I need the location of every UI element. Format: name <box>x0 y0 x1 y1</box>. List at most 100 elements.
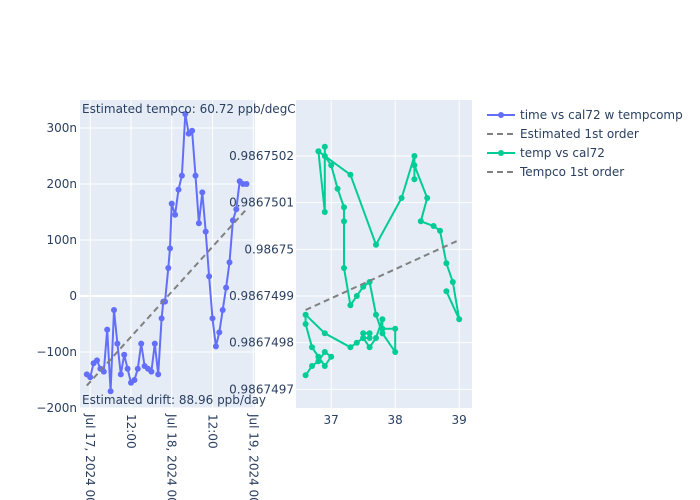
data-point-temp-vs-cal72[interactable] <box>373 311 379 318</box>
data-point-time-vs-cal72-w-tempcomp[interactable] <box>111 307 117 313</box>
data-point-temp-vs-cal72[interactable] <box>315 148 322 155</box>
data-point-time-vs-cal72-w-tempcomp[interactable] <box>168 200 175 207</box>
x-tick-label: 38 <box>388 413 403 427</box>
data-point-temp-vs-cal72[interactable] <box>411 153 418 159</box>
data-point-time-vs-cal72-w-tempcomp[interactable] <box>155 371 162 378</box>
data-point-time-vs-cal72-w-tempcomp[interactable] <box>212 343 219 350</box>
data-point-temp-vs-cal72[interactable] <box>360 330 367 337</box>
data-point-temp-vs-cal72[interactable] <box>443 260 450 267</box>
data-point-time-vs-cal72-w-tempcomp[interactable] <box>189 127 196 134</box>
legend-item-temp-vs-cal72[interactable]: temp vs cal72 <box>487 146 605 160</box>
data-point-temp-vs-cal72[interactable] <box>366 330 373 337</box>
legend-label: temp vs cal72 <box>520 146 605 160</box>
data-point-time-vs-cal72-w-tempcomp[interactable] <box>87 374 94 381</box>
data-point-time-vs-cal72-w-tempcomp[interactable] <box>165 265 172 271</box>
data-point-time-vs-cal72-w-tempcomp[interactable] <box>94 357 100 364</box>
data-point-temp-vs-cal72[interactable] <box>379 316 386 323</box>
data-point-temp-vs-cal72[interactable] <box>341 265 347 271</box>
data-point-temp-vs-cal72[interactable] <box>379 330 386 337</box>
data-point-time-vs-cal72-w-tempcomp[interactable] <box>104 326 111 333</box>
data-point-time-vs-cal72-w-tempcomp[interactable] <box>100 368 107 375</box>
data-point-time-vs-cal72-w-tempcomp[interactable] <box>172 211 179 218</box>
data-point-time-vs-cal72-w-tempcomp[interactable] <box>219 307 226 313</box>
data-point-temp-vs-cal72[interactable] <box>347 171 354 178</box>
legend-label: time vs cal72 w tempcomp <box>520 108 683 122</box>
data-point-time-vs-cal72-w-tempcomp[interactable] <box>243 181 250 187</box>
data-point-temp-vs-cal72[interactable] <box>321 330 328 337</box>
legend-item-estimated-1st-order[interactable]: Estimated 1st order <box>487 127 639 141</box>
data-point-temp-vs-cal72[interactable] <box>321 143 328 150</box>
data-point-temp-vs-cal72[interactable] <box>321 363 328 369</box>
data-point-temp-vs-cal72[interactable] <box>366 335 373 341</box>
data-point-temp-vs-cal72[interactable] <box>398 195 405 201</box>
data-point-time-vs-cal72-w-tempcomp[interactable] <box>138 340 145 347</box>
data-point-temp-vs-cal72[interactable] <box>373 335 379 341</box>
data-point-temp-vs-cal72[interactable] <box>321 349 328 355</box>
data-point-temp-vs-cal72[interactable] <box>347 344 354 351</box>
data-point-time-vs-cal72-w-tempcomp[interactable] <box>107 388 114 395</box>
data-point-temp-vs-cal72[interactable] <box>328 353 335 360</box>
data-point-time-vs-cal72-w-tempcomp[interactable] <box>114 340 121 347</box>
data-point-temp-vs-cal72[interactable] <box>341 204 347 211</box>
y-tick-label: 0.9867501 <box>229 196 294 210</box>
y-tick-label: 0.9867497 <box>229 382 294 396</box>
data-point-temp-vs-cal72[interactable] <box>315 353 322 360</box>
legend: time vs cal72 w tempcomp Estimated 1st o… <box>487 108 683 179</box>
data-point-time-vs-cal72-w-tempcomp[interactable] <box>233 206 240 213</box>
data-point-time-vs-cal72-w-tempcomp[interactable] <box>167 245 173 252</box>
data-point-time-vs-cal72-w-tempcomp[interactable] <box>131 377 138 383</box>
data-point-time-vs-cal72-w-tempcomp[interactable] <box>199 189 206 196</box>
data-point-temp-vs-cal72[interactable] <box>321 209 328 215</box>
data-point-time-vs-cal72-w-tempcomp[interactable] <box>195 220 202 227</box>
data-point-temp-vs-cal72[interactable] <box>347 302 354 309</box>
data-point-time-vs-cal72-w-tempcomp[interactable] <box>178 172 185 179</box>
data-point-temp-vs-cal72[interactable] <box>353 293 360 299</box>
data-point-time-vs-cal72-w-tempcomp[interactable] <box>182 111 189 117</box>
data-point-temp-vs-cal72[interactable] <box>424 195 431 201</box>
data-point-temp-vs-cal72[interactable] <box>366 344 373 351</box>
data-point-time-vs-cal72-w-tempcomp[interactable] <box>209 315 216 322</box>
data-point-temp-vs-cal72[interactable] <box>449 279 456 285</box>
data-point-temp-vs-cal72[interactable] <box>360 335 367 341</box>
data-point-temp-vs-cal72[interactable] <box>430 223 437 229</box>
data-point-time-vs-cal72-w-tempcomp[interactable] <box>148 368 155 375</box>
data-point-temp-vs-cal72[interactable] <box>302 321 309 327</box>
legend-item-tempco-1st-order[interactable]: Tempco 1st order <box>487 165 624 179</box>
data-point-time-vs-cal72-w-tempcomp[interactable] <box>151 340 158 347</box>
data-point-temp-vs-cal72[interactable] <box>456 316 463 323</box>
data-point-time-vs-cal72-w-tempcomp[interactable] <box>134 365 141 372</box>
data-point-temp-vs-cal72[interactable] <box>334 185 341 192</box>
data-point-temp-vs-cal72[interactable] <box>411 162 418 169</box>
data-point-time-vs-cal72-w-tempcomp[interactable] <box>226 259 233 266</box>
data-point-temp-vs-cal72[interactable] <box>353 339 360 346</box>
data-point-time-vs-cal72-w-tempcomp[interactable] <box>223 284 230 291</box>
data-point-time-vs-cal72-w-tempcomp[interactable] <box>121 351 128 358</box>
legend-item-time-vs-cal72[interactable]: time vs cal72 w tempcomp <box>487 108 683 122</box>
data-point-time-vs-cal72-w-tempcomp[interactable] <box>206 273 213 280</box>
data-point-temp-vs-cal72[interactable] <box>392 349 399 355</box>
data-point-temp-vs-cal72[interactable] <box>392 325 399 332</box>
data-point-temp-vs-cal72[interactable] <box>443 288 450 295</box>
data-point-temp-vs-cal72[interactable] <box>437 227 443 234</box>
data-point-time-vs-cal72-w-tempcomp[interactable] <box>192 172 199 179</box>
data-point-temp-vs-cal72[interactable] <box>411 176 418 183</box>
data-point-temp-vs-cal72[interactable] <box>309 363 315 369</box>
data-point-temp-vs-cal72[interactable] <box>302 311 309 318</box>
data-point-temp-vs-cal72[interactable] <box>302 372 309 379</box>
y-tick-label: 200n <box>46 177 77 191</box>
data-point-temp-vs-cal72[interactable] <box>328 162 335 169</box>
data-point-temp-vs-cal72[interactable] <box>379 325 386 332</box>
data-point-temp-vs-cal72[interactable] <box>315 358 322 365</box>
data-point-temp-vs-cal72[interactable] <box>373 241 379 248</box>
data-point-time-vs-cal72-w-tempcomp[interactable] <box>158 315 165 322</box>
data-point-time-vs-cal72-w-tempcomp[interactable] <box>124 365 131 372</box>
data-point-time-vs-cal72-w-tempcomp[interactable] <box>117 371 124 378</box>
data-point-temp-vs-cal72[interactable] <box>341 218 347 225</box>
data-point-temp-vs-cal72[interactable] <box>417 218 424 225</box>
data-point-temp-vs-cal72[interactable] <box>321 153 328 159</box>
data-point-time-vs-cal72-w-tempcomp[interactable] <box>216 329 223 336</box>
data-point-time-vs-cal72-w-tempcomp[interactable] <box>202 228 209 235</box>
data-point-time-vs-cal72-w-tempcomp[interactable] <box>175 186 182 193</box>
data-point-temp-vs-cal72[interactable] <box>309 344 315 351</box>
